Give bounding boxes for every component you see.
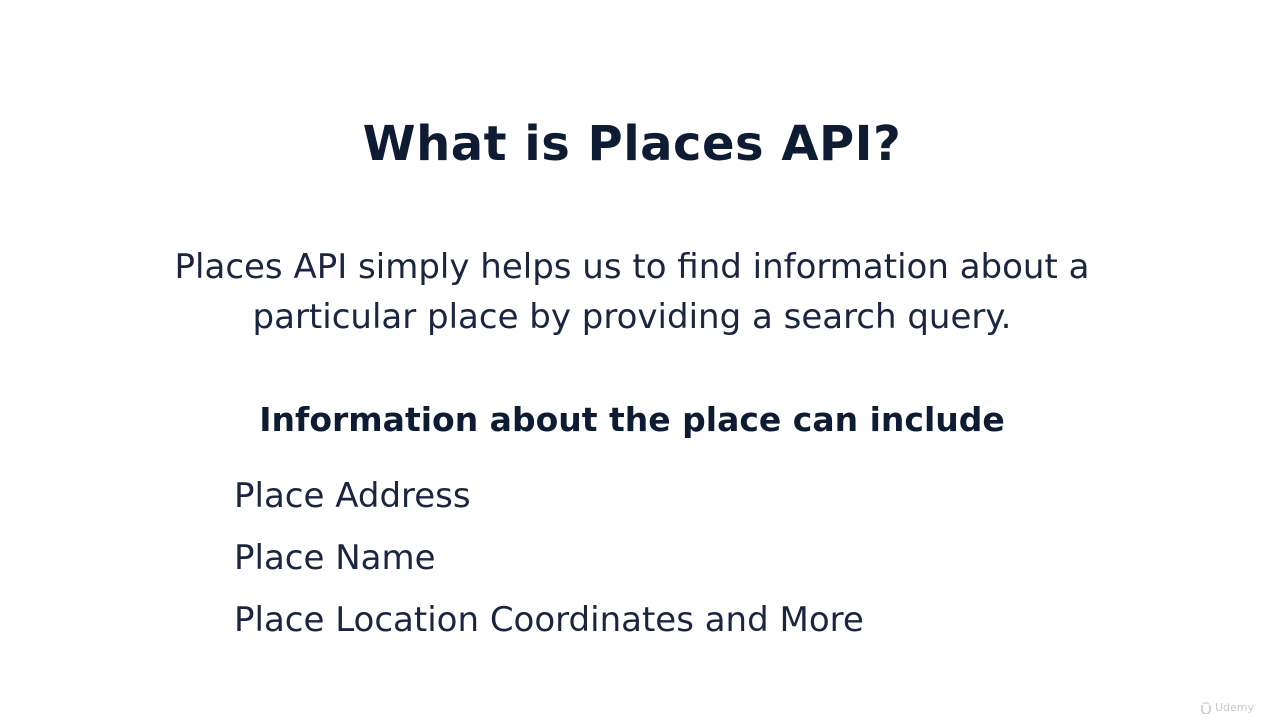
udemy-watermark: Udemy xyxy=(1200,701,1254,714)
slide-subheading: Information about the place can include xyxy=(259,400,1005,439)
list-item: Place Name xyxy=(234,538,436,578)
description-line: Places API simply helps us to find infor… xyxy=(174,247,1090,287)
description-line: particular place by providing a search q… xyxy=(252,297,1012,337)
list-item: Place Location Coordinates and More xyxy=(234,600,864,640)
watermark-label: Udemy xyxy=(1214,701,1254,714)
slide-description: Places API simply helps us to find infor… xyxy=(100,242,1164,342)
udemy-logo-icon xyxy=(1201,701,1211,714)
list-item: Place Address xyxy=(234,476,471,516)
slide-title: What is Places API? xyxy=(362,116,902,172)
info-list: Place Address Place Name Place Location … xyxy=(234,472,864,658)
